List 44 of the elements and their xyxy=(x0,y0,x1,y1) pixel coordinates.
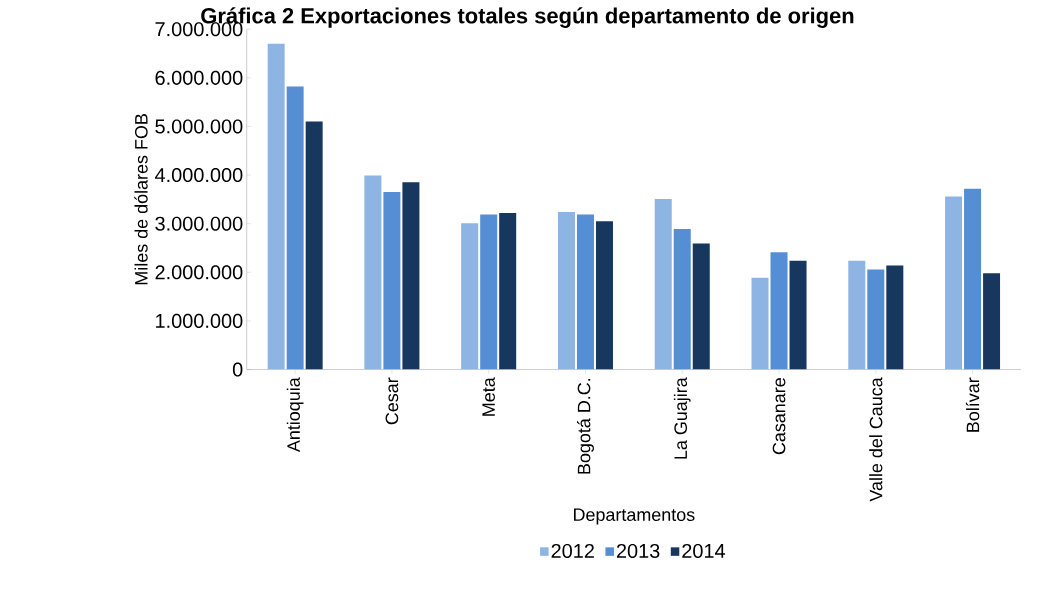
bar xyxy=(964,188,982,370)
x-tick-label: La Guajira xyxy=(673,377,691,459)
bar xyxy=(383,191,401,370)
bar xyxy=(480,214,498,370)
x-tick-label: Bolívar xyxy=(965,377,980,432)
y-tick-label: 3.000.000 xyxy=(155,216,243,231)
y-tick-label: 0 xyxy=(232,362,243,377)
x-tick-label: Cesar xyxy=(385,377,399,425)
bar xyxy=(867,269,885,370)
legend-label: 2013 xyxy=(616,543,660,558)
y-tick-label: 2.000.000 xyxy=(155,265,243,280)
bar xyxy=(557,211,575,370)
x-tick-label: Bogotá D.C. xyxy=(577,378,594,474)
bar xyxy=(267,43,285,370)
y-tick-label: 4.000.000 xyxy=(154,167,243,182)
x-tick-label: Antioquia xyxy=(286,377,304,452)
bar xyxy=(770,252,788,370)
bar xyxy=(461,223,479,370)
bar xyxy=(305,121,323,370)
y-axis-title: Miles de dólares FOB xyxy=(134,113,148,285)
bar xyxy=(848,260,866,370)
bar xyxy=(402,182,420,370)
bar xyxy=(576,214,594,370)
legend-label: 2012 xyxy=(551,543,594,558)
bar xyxy=(789,260,807,370)
x-axis-title: Departamentos xyxy=(573,508,695,525)
bar xyxy=(751,277,769,370)
bar xyxy=(692,243,710,370)
y-tick-label: 6.000.000 xyxy=(155,70,243,85)
x-tick-label: Casanare xyxy=(772,378,786,455)
bar xyxy=(286,86,304,370)
x-tick-label: Meta xyxy=(482,377,495,416)
bar xyxy=(595,221,613,370)
bar xyxy=(673,228,691,370)
bar xyxy=(364,175,382,370)
bar xyxy=(499,212,517,370)
y-tick-label: 1.000.000 xyxy=(156,313,243,328)
legend-label: 2014 xyxy=(682,543,726,558)
x-tick-label: Valle del Cauca xyxy=(869,377,883,502)
bar xyxy=(983,273,1001,370)
bar xyxy=(654,198,672,370)
bar xyxy=(886,265,904,370)
y-tick-label: 5.000.000 xyxy=(155,119,243,134)
bar xyxy=(945,196,963,370)
